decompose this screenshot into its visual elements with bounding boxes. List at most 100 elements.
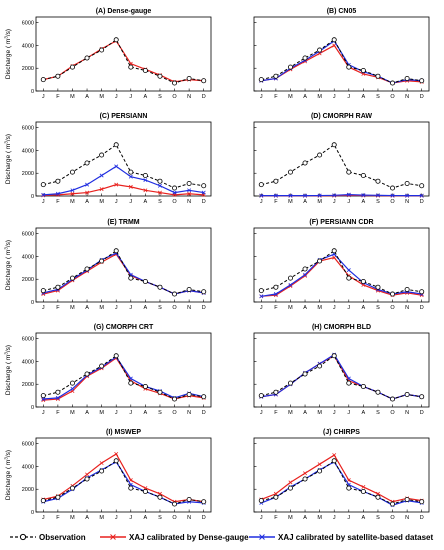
x-tick-label: N xyxy=(187,305,191,311)
data-point-observation xyxy=(419,78,425,84)
x-tick-label: A xyxy=(303,410,307,416)
y-tick-label: 0 xyxy=(31,300,34,306)
legend-observation-marker xyxy=(19,533,27,541)
series-line-satellite xyxy=(261,253,422,297)
x-tick-label: F xyxy=(274,199,278,205)
data-point-observation xyxy=(302,371,308,377)
data-point-dense xyxy=(361,484,366,489)
data-point-observation xyxy=(40,393,46,399)
x-tick-label: A xyxy=(303,94,307,100)
series-line-dense xyxy=(261,44,422,84)
data-point-dense xyxy=(375,491,380,496)
data-point-observation xyxy=(331,353,337,359)
series-line-observation xyxy=(43,144,204,189)
y-tick-label: 0 xyxy=(31,510,34,516)
data-point-dense xyxy=(128,184,133,189)
data-point-observation xyxy=(69,380,75,386)
data-point-observation xyxy=(186,286,192,292)
x-tick-label: D xyxy=(420,515,424,521)
series-line-satellite xyxy=(43,165,204,196)
panel-title: (I) MSWEP xyxy=(106,429,141,436)
data-point-observation xyxy=(346,380,352,386)
series-line-dense xyxy=(43,184,204,197)
x-tick-label: A xyxy=(85,94,89,100)
x-tick-label: A xyxy=(85,305,89,311)
x-tick-label: N xyxy=(187,94,191,100)
plot-frame xyxy=(35,121,212,197)
data-point-satellite xyxy=(172,190,177,195)
data-point-satellite xyxy=(55,395,60,400)
x-tick-label: D xyxy=(202,199,206,205)
data-point-observation xyxy=(419,499,425,505)
x-tick-label: J xyxy=(42,410,45,416)
x-tick-label: J xyxy=(115,199,118,205)
y-tick-label: 6000 xyxy=(22,232,34,238)
data-point-observation xyxy=(186,75,192,81)
x-tick-label: J xyxy=(347,94,350,100)
data-point-satellite xyxy=(99,173,104,178)
x-tick-label: F xyxy=(56,515,60,521)
x-tick-label: N xyxy=(405,94,409,100)
panel-title: (H) CMORPH BLD xyxy=(312,324,371,331)
data-point-dense xyxy=(143,188,148,193)
x-tick-label: M xyxy=(317,305,322,311)
x-tick-label: A xyxy=(144,305,148,311)
x-tick-label: J xyxy=(347,410,350,416)
data-point-observation xyxy=(201,78,207,84)
x-tick-label: N xyxy=(405,515,409,521)
x-tick-label: A xyxy=(303,305,307,311)
data-point-satellite xyxy=(332,193,337,198)
data-point-observation xyxy=(390,80,396,86)
data-point-observation xyxy=(390,291,396,297)
data-point-observation xyxy=(84,55,90,61)
data-point-observation xyxy=(99,258,105,264)
x-tick-label: A xyxy=(303,515,307,521)
data-point-satellite xyxy=(288,282,293,287)
data-point-observation xyxy=(40,288,46,294)
data-point-dense xyxy=(85,190,90,195)
x-tick-label: M xyxy=(99,410,104,416)
data-point-observation xyxy=(390,396,396,402)
data-point-observation xyxy=(346,485,352,491)
y-tick-label: 6000 xyxy=(22,126,34,132)
panel-title: (A) Dense-gauge xyxy=(96,8,152,15)
data-point-satellite xyxy=(346,268,351,273)
x-tick-label: N xyxy=(405,305,409,311)
x-tick-label: D xyxy=(202,305,206,311)
x-tick-label: D xyxy=(202,94,206,100)
data-point-satellite xyxy=(346,376,351,381)
plot-frame xyxy=(253,227,430,303)
data-point-observation xyxy=(84,476,90,482)
data-point-observation xyxy=(172,501,178,507)
x-tick-label: J xyxy=(260,515,263,521)
y-tick-label: 4000 xyxy=(22,359,34,365)
data-point-observation xyxy=(113,458,119,464)
chart-panel: (A) Dense-gauge 0 2000 4000 6000 J F M A M J J A S O N D… xyxy=(4,8,212,100)
data-point-observation xyxy=(390,185,396,191)
series-line-observation xyxy=(261,355,422,400)
data-point-observation xyxy=(142,173,148,179)
x-tick-label: D xyxy=(420,199,424,205)
data-point-observation xyxy=(375,494,381,500)
x-tick-label: O xyxy=(390,515,395,521)
x-tick-label: M xyxy=(288,410,293,416)
data-point-satellite xyxy=(41,192,46,197)
data-point-observation xyxy=(84,371,90,377)
chart-panel: (D) CMORPH RAW J F M A M J J A S O N D xyxy=(253,113,430,205)
legend-dense-label: XAJ calibrated by Dense-gauge xyxy=(129,533,249,542)
data-point-satellite xyxy=(259,193,264,198)
x-tick-label: F xyxy=(274,305,278,311)
x-tick-label: J xyxy=(129,199,132,205)
data-point-observation xyxy=(113,142,119,148)
data-point-observation xyxy=(157,73,163,79)
series-line-dense xyxy=(43,40,204,83)
x-tick-label: O xyxy=(172,199,177,205)
data-point-dense xyxy=(317,462,322,467)
data-point-satellite xyxy=(419,193,424,198)
data-point-observation xyxy=(404,75,410,81)
y-tick-label: 6000 xyxy=(22,337,34,343)
data-point-observation xyxy=(346,169,352,175)
data-point-observation xyxy=(113,37,119,43)
plot-frame xyxy=(253,332,430,408)
